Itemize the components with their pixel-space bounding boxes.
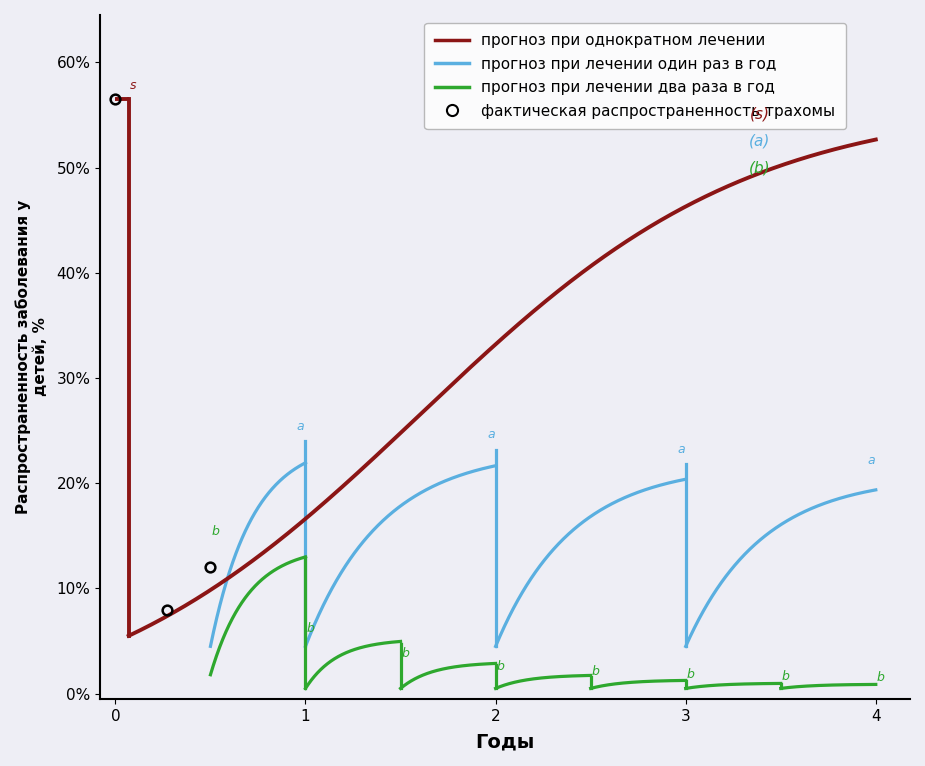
Y-axis label: Распространенность заболевания у
детей, %: Распространенность заболевания у детей, …	[15, 200, 48, 514]
Text: (s): (s)	[750, 106, 770, 122]
Text: b: b	[497, 660, 504, 673]
Text: s: s	[130, 79, 136, 92]
Text: (a): (a)	[748, 133, 770, 149]
Text: b: b	[212, 525, 219, 538]
Text: a: a	[487, 428, 495, 441]
Text: a: a	[677, 443, 684, 456]
Text: a: a	[297, 420, 304, 433]
Text: b: b	[401, 647, 410, 660]
Legend: прогноз при однократном лечении, прогноз при лечении один раз в год, прогноз при: прогноз при однократном лечении, прогноз…	[425, 23, 845, 129]
Text: b: b	[686, 668, 695, 681]
Text: b: b	[782, 670, 790, 683]
X-axis label: Годы: Годы	[475, 732, 535, 751]
Text: b: b	[306, 622, 314, 635]
Text: a: a	[868, 454, 875, 467]
Text: b: b	[877, 671, 884, 684]
Text: (b): (b)	[748, 160, 770, 175]
Text: b: b	[592, 665, 599, 678]
